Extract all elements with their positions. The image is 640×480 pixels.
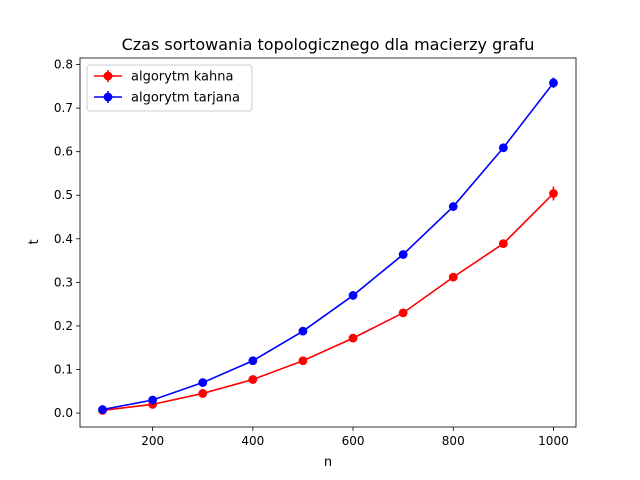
data-point	[448, 272, 458, 282]
data-point	[398, 250, 408, 259]
plot-frame	[79, 57, 577, 428]
data-point	[498, 143, 508, 153]
data-point	[248, 375, 258, 384]
data-point	[248, 356, 258, 366]
legend-label: algorytm tarjana	[131, 91, 240, 106]
x-axis-ticks: 200 400 600 800 1000	[141, 427, 569, 448]
chart-title: Czas sortowania topologicznego dla macie…	[122, 35, 535, 54]
y-tick-label: 0.2	[54, 319, 73, 333]
x-tick-label: 600	[342, 434, 365, 448]
data-point	[198, 378, 208, 387]
data-point	[298, 356, 308, 366]
data-point	[549, 189, 558, 198]
data-point	[298, 326, 308, 336]
legend-marker	[103, 71, 113, 81]
y-tick-label: 0.8	[54, 58, 73, 72]
y-axis-label: t	[27, 239, 42, 244]
x-tick-label: 1000	[538, 434, 569, 448]
y-tick-label: 0.7	[54, 101, 73, 115]
series-line-2	[102, 82, 555, 411]
data-point	[148, 395, 158, 405]
data-point	[198, 389, 208, 398]
series-line-1	[102, 192, 555, 412]
y-tick-label: 0.3	[54, 275, 73, 289]
data-point	[348, 291, 358, 300]
y-tick-label: 0.6	[54, 145, 73, 159]
legend-box	[86, 64, 253, 112]
y-axis-ticks: 0.0 0.1 0.2 0.3 0.4 0.5 0.6 0.7 0.8	[54, 58, 80, 420]
plot-marks	[98, 77, 558, 415]
data-point	[98, 405, 107, 414]
y-tick-label: 0.1	[54, 362, 73, 376]
legend-label: algorytm kahna	[131, 70, 233, 85]
data-point	[549, 78, 558, 88]
x-axis-label: n	[324, 455, 332, 470]
legend: algorytm kahna algorytm tarjana	[86, 64, 253, 112]
data-point	[498, 239, 508, 248]
y-tick-label: 0.0	[54, 406, 73, 420]
data-point	[398, 308, 408, 318]
y-tick-label: 0.5	[54, 188, 73, 202]
x-tick-label: 200	[141, 434, 164, 448]
data-point	[448, 202, 458, 211]
x-tick-label: 800	[442, 434, 465, 448]
y-tick-label: 0.4	[54, 232, 73, 246]
legend-marker	[103, 92, 113, 102]
x-tick-label: 400	[241, 434, 264, 448]
data-point	[348, 333, 358, 343]
